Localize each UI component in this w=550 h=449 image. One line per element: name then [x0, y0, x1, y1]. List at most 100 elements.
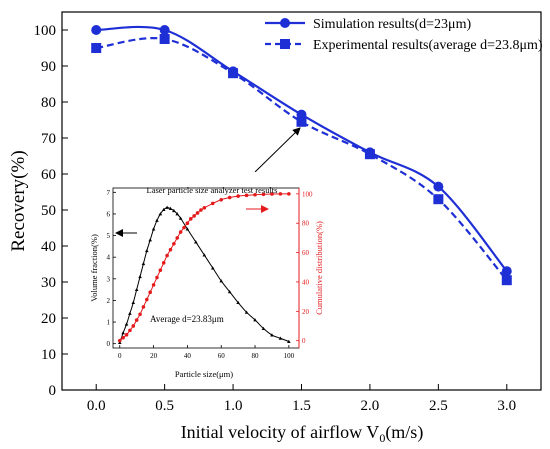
main-data-point-0: [501, 266, 512, 277]
x-tick-label: 2.5: [429, 398, 448, 414]
inset-data-point-1: [270, 192, 274, 196]
y-axis-label: Recovery(%): [8, 150, 29, 251]
inset-data-point-0: [194, 240, 198, 244]
inset-left-tick-label: 3: [107, 275, 111, 283]
y-tick-label: 60: [41, 167, 56, 183]
inset-data-point-0: [138, 274, 142, 279]
inset-data-point-1: [175, 236, 180, 240]
main-axes: 0.0 0.5 1.0 1.5 2.0 2.5 3.00102030405060708090…: [34, 23, 517, 414]
inset-data-point-1: [168, 247, 173, 252]
inset-data-point-0: [148, 238, 152, 242]
inset-data-point-1: [161, 261, 166, 265]
inset-data-point-0: [244, 310, 249, 314]
inset-data-point-0: [287, 339, 291, 343]
inset-data-point-1: [128, 328, 132, 333]
inset-annotation: Average d=23.83μm: [150, 314, 224, 324]
inset-data-point-1: [151, 283, 156, 287]
main-data-point-1: [501, 275, 512, 286]
inset-data-point-0: [227, 289, 232, 294]
inset-data-point-0: [278, 336, 283, 340]
legend-label-experimental: Experimental results(average d=23.8μm): [313, 38, 543, 53]
inset-right-axis-label: Cumulative distribution(%): [314, 221, 324, 315]
x-tick-label: 1.0: [224, 398, 243, 414]
inset-series: [117, 192, 291, 345]
inset-data-point-1: [278, 192, 283, 196]
inset-data-point-0: [261, 326, 266, 330]
inset-data-point-1: [210, 201, 215, 206]
inset-data-point-0: [145, 248, 149, 253]
inset-data-point-0: [202, 253, 207, 257]
inset-left-tick-label: 1: [107, 319, 111, 327]
inset-data-point-1: [199, 208, 203, 212]
inset-data-point-1: [236, 194, 240, 198]
main-data-point-1: [228, 68, 239, 79]
x-axis-label: Initial velocity of airflow V0(m/s): [181, 422, 424, 445]
inset-data-point-1: [227, 195, 232, 200]
inset-data-point-1: [185, 221, 190, 226]
inset-data-point-0: [219, 279, 224, 283]
main-data-point-1: [91, 43, 102, 53]
inset-x-tick-label: 60: [218, 352, 226, 360]
inset-data-point-0: [151, 227, 156, 231]
inset-data-point-1: [287, 192, 291, 196]
y-tick-label: 90: [41, 59, 56, 75]
x-axis-label-unit: (m/s): [385, 422, 423, 443]
inset-left-axis-label: Volume fraction(%): [89, 234, 99, 302]
x-tick-label: 0.5: [155, 398, 174, 414]
main-data-point-1: [364, 149, 375, 160]
inset-data-point-1: [195, 211, 200, 215]
inset-data-point-0: [172, 208, 176, 213]
inset-x-tick-label: 40: [184, 352, 192, 360]
inset-data-point-0: [158, 212, 163, 216]
inset-data-point-1: [138, 312, 142, 317]
inset-axes: 0 20 40 60 80 100 0 1 2 3 4 5 6 7 0 20 40 60 80 100: [107, 188, 313, 360]
inset-data-point-1: [188, 217, 193, 221]
inset-data-point-0: [134, 287, 139, 292]
y-tick-label: 30: [41, 275, 56, 291]
inset-left-tick-label: 2: [107, 297, 111, 305]
inset-data-point-1: [117, 338, 122, 343]
legend-label-simulation: Simulation results(d=23μm): [313, 17, 471, 32]
legend: Simulation results(d=23μm) Experimental …: [265, 17, 543, 53]
inset-data-point-1: [261, 192, 266, 197]
legend-marker-simulation: [280, 18, 290, 28]
inset-data-point-0: [165, 205, 169, 209]
inset-data-point-1: [141, 305, 146, 309]
inset-left-tick-label: 0: [107, 340, 111, 348]
y-tick-label: 100: [34, 23, 57, 39]
inset-data-point-0: [168, 206, 173, 210]
inset-right-tick-label: 80: [302, 220, 310, 228]
inset-data-point-0: [175, 212, 180, 216]
x-tick-label: 2.0: [361, 398, 380, 414]
y-tick-label: 10: [41, 347, 56, 363]
inset-x-tick-label: 20: [150, 352, 158, 360]
inset-data-point-1: [148, 290, 152, 295]
main-data-point-1: [159, 34, 170, 44]
inset-data-point-0: [178, 216, 183, 220]
inset-data-point-0: [210, 266, 215, 270]
inset-data-point-1: [121, 335, 125, 340]
inset-data-point-1: [202, 206, 207, 210]
inset-data-point-1: [192, 214, 196, 218]
y-tick-label: 80: [41, 95, 56, 111]
main-data-point-0: [159, 25, 170, 35]
main-data-point-1: [296, 116, 307, 127]
inset-data-point-0: [131, 300, 136, 305]
inset-data-point-0: [124, 322, 129, 326]
inset-data-point-0: [185, 227, 190, 231]
inset-data-point-1: [178, 230, 183, 234]
inset-left-tick-label: 6: [107, 210, 111, 218]
inset-background: [78, 172, 308, 382]
inset-data-point-0: [128, 311, 132, 315]
inset-data-point-1: [244, 193, 249, 198]
x-axis-label-main: Initial velocity of airflow V: [181, 422, 380, 442]
inset-data-point-1: [145, 297, 149, 302]
inset-data-point-1: [131, 324, 136, 328]
x-tick-label: 0.0: [87, 398, 106, 414]
inset-data-point-0: [141, 261, 146, 266]
inset-data-point-0: [253, 318, 257, 322]
inset-data-point-0: [155, 218, 159, 222]
inset-x-tick-label: 100: [284, 352, 295, 360]
inset-left-tick-label: 4: [107, 254, 111, 262]
